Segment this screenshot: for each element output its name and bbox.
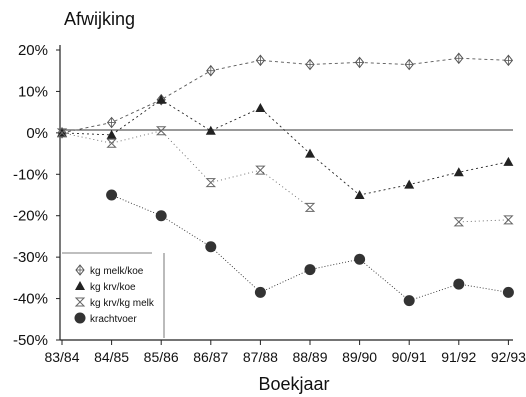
y-tick-label: -10% — [13, 166, 48, 183]
series-line — [61, 130, 311, 208]
x-tick-label: 88/89 — [292, 349, 327, 365]
x-tick-label: 89/90 — [342, 349, 377, 365]
legend-marker — [74, 297, 86, 307]
chart-title: Afwijking — [64, 9, 135, 29]
data-point — [453, 167, 464, 177]
legend-marker — [75, 264, 85, 276]
y-tick-label: 20% — [18, 42, 48, 59]
x-tick-label: 92/93 — [491, 349, 526, 365]
data-point — [354, 190, 365, 199]
data-point — [454, 52, 464, 65]
data-point — [56, 128, 68, 138]
y-tick-label: -40% — [13, 291, 48, 308]
series-group — [56, 52, 514, 307]
data-point — [106, 189, 118, 201]
x-tick-label: 90/91 — [392, 349, 427, 365]
data-point — [255, 165, 266, 175]
legend-marker — [75, 281, 85, 290]
data-point — [205, 241, 217, 253]
data-point — [305, 58, 315, 71]
series-4 — [106, 189, 514, 307]
y-tick-label: 0% — [26, 125, 48, 142]
data-point — [404, 179, 415, 189]
data-point — [354, 56, 365, 69]
data-point — [106, 129, 117, 139]
data-point — [156, 94, 167, 104]
data-point — [206, 64, 216, 77]
x-tick-group: 83/84 84/85 85/86 86/87 87/88 88/89 89/90 90/91… — [44, 340, 526, 365]
data-point — [503, 54, 514, 67]
series-1 — [57, 52, 514, 139]
x-tick-label: 83/84 — [44, 349, 79, 365]
data-point — [254, 286, 266, 298]
data-point — [354, 253, 366, 265]
y-tick-group: 20% 10% 0% -10% -20% -30% -40% -50% — [13, 42, 60, 349]
y-tick-label: -30% — [13, 249, 48, 266]
series-line — [61, 99, 509, 196]
data-point — [305, 148, 315, 158]
series-line — [111, 194, 509, 302]
data-point — [155, 210, 167, 222]
y-tick-label: 10% — [18, 83, 48, 100]
data-point — [503, 156, 514, 166]
y-tick-label: -50% — [13, 332, 48, 349]
series-line — [61, 57, 509, 134]
data-point — [106, 116, 117, 129]
data-point — [404, 58, 414, 71]
data-point — [255, 54, 266, 67]
x-tick-label: 87/88 — [243, 349, 278, 365]
x-tick-label: 84/85 — [94, 349, 129, 365]
data-point — [304, 202, 316, 212]
legend-label: kg krv/koe — [90, 282, 136, 293]
y-tick-label: -20% — [13, 208, 48, 225]
legend: kg melk/koe kg krv/koe kg krv/kg melk krach… — [62, 252, 165, 338]
legend-label: krachtvoer — [90, 314, 137, 325]
data-point — [502, 286, 514, 298]
data-point — [503, 215, 514, 225]
legend-label: kg melk/koe — [90, 266, 144, 277]
data-point — [155, 126, 167, 136]
series-3 — [56, 126, 514, 227]
x-tick-label: 91/92 — [441, 349, 476, 365]
data-point — [255, 103, 266, 112]
data-point — [453, 278, 465, 290]
legend-marker — [74, 312, 86, 324]
data-point — [403, 295, 415, 307]
x-tick-label: 85/86 — [144, 349, 179, 365]
data-point — [106, 138, 117, 148]
data-point — [453, 217, 465, 227]
series-2 — [57, 94, 514, 199]
data-point — [205, 178, 217, 188]
legend-label: kg krv/kg melk — [90, 298, 155, 309]
series-line — [458, 219, 509, 223]
data-point — [304, 264, 316, 276]
x-axis-label: Boekjaar — [258, 374, 329, 394]
x-tick-label: 86/87 — [193, 349, 228, 365]
data-point — [205, 125, 216, 135]
